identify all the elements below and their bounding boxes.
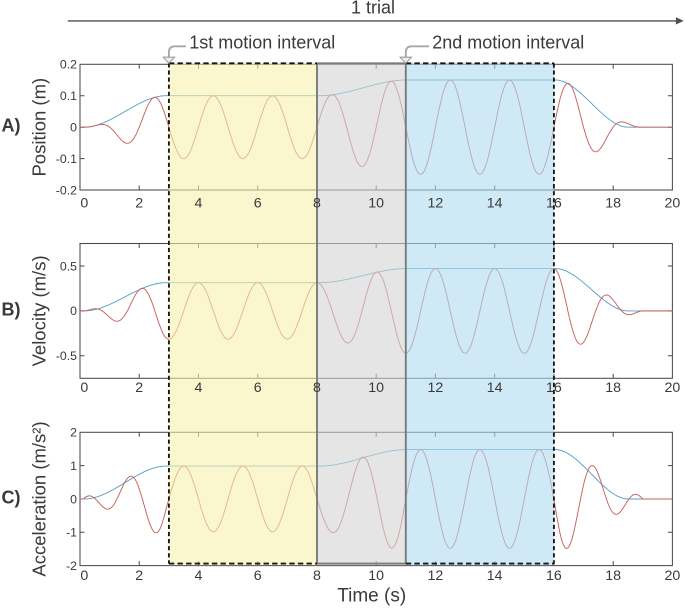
svg-text:0: 0 bbox=[80, 568, 88, 584]
svg-text:12: 12 bbox=[428, 568, 444, 584]
svg-text:Acceleration (m/s²): Acceleration (m/s²) bbox=[29, 421, 50, 576]
svg-text:8: 8 bbox=[313, 568, 321, 584]
svg-text:8: 8 bbox=[313, 380, 321, 396]
svg-text:10: 10 bbox=[368, 568, 384, 584]
svg-text:6: 6 bbox=[254, 195, 262, 211]
svg-text:2: 2 bbox=[135, 568, 143, 584]
svg-text:14: 14 bbox=[487, 568, 503, 584]
svg-text:0: 0 bbox=[80, 380, 88, 396]
svg-text:0: 0 bbox=[80, 195, 88, 211]
svg-text:16: 16 bbox=[546, 568, 562, 584]
svg-text:1st motion interval: 1st motion interval bbox=[189, 32, 335, 52]
svg-text:18: 18 bbox=[605, 568, 621, 584]
svg-text:12: 12 bbox=[428, 380, 444, 396]
svg-text:0: 0 bbox=[70, 492, 77, 506]
svg-text:-0.1: -0.1 bbox=[56, 152, 77, 166]
svg-text:20: 20 bbox=[665, 568, 681, 584]
svg-text:0.5: 0.5 bbox=[60, 259, 77, 273]
svg-text:B): B) bbox=[2, 299, 21, 319]
svg-text:20: 20 bbox=[665, 195, 681, 211]
svg-text:4: 4 bbox=[195, 380, 203, 396]
svg-text:0.1: 0.1 bbox=[60, 89, 77, 103]
svg-text:Time (s): Time (s) bbox=[337, 586, 406, 607]
svg-text:1 trial: 1 trial bbox=[351, 0, 395, 18]
svg-text:Position (m): Position (m) bbox=[29, 78, 50, 177]
svg-text:0: 0 bbox=[70, 304, 77, 318]
svg-text:2: 2 bbox=[135, 195, 143, 211]
svg-text:2nd motion interval: 2nd motion interval bbox=[432, 32, 584, 52]
svg-text:-2: -2 bbox=[66, 559, 77, 573]
svg-text:10: 10 bbox=[368, 380, 384, 396]
svg-text:12: 12 bbox=[428, 195, 444, 211]
svg-text:18: 18 bbox=[605, 195, 621, 211]
svg-text:1: 1 bbox=[70, 459, 77, 473]
svg-text:14: 14 bbox=[487, 195, 503, 211]
svg-text:16: 16 bbox=[546, 380, 562, 396]
svg-text:2: 2 bbox=[70, 426, 77, 440]
svg-text:0: 0 bbox=[70, 121, 77, 135]
svg-text:A): A) bbox=[2, 116, 21, 136]
svg-text:0.2: 0.2 bbox=[60, 58, 77, 72]
svg-text:6: 6 bbox=[254, 380, 262, 396]
svg-text:-0.2: -0.2 bbox=[56, 183, 77, 197]
svg-text:2: 2 bbox=[135, 380, 143, 396]
svg-text:20: 20 bbox=[665, 380, 681, 396]
svg-text:-0.5: -0.5 bbox=[56, 349, 77, 363]
svg-text:4: 4 bbox=[195, 568, 203, 584]
svg-text:18: 18 bbox=[605, 380, 621, 396]
svg-text:4: 4 bbox=[195, 195, 203, 211]
svg-text:-1: -1 bbox=[66, 526, 77, 540]
svg-text:Velocity (m/s): Velocity (m/s) bbox=[29, 255, 50, 366]
svg-text:C): C) bbox=[2, 487, 21, 507]
svg-text:14: 14 bbox=[487, 380, 503, 396]
svg-text:16: 16 bbox=[546, 195, 562, 211]
svg-text:10: 10 bbox=[368, 195, 384, 211]
svg-text:8: 8 bbox=[313, 195, 321, 211]
svg-text:6: 6 bbox=[254, 568, 262, 584]
